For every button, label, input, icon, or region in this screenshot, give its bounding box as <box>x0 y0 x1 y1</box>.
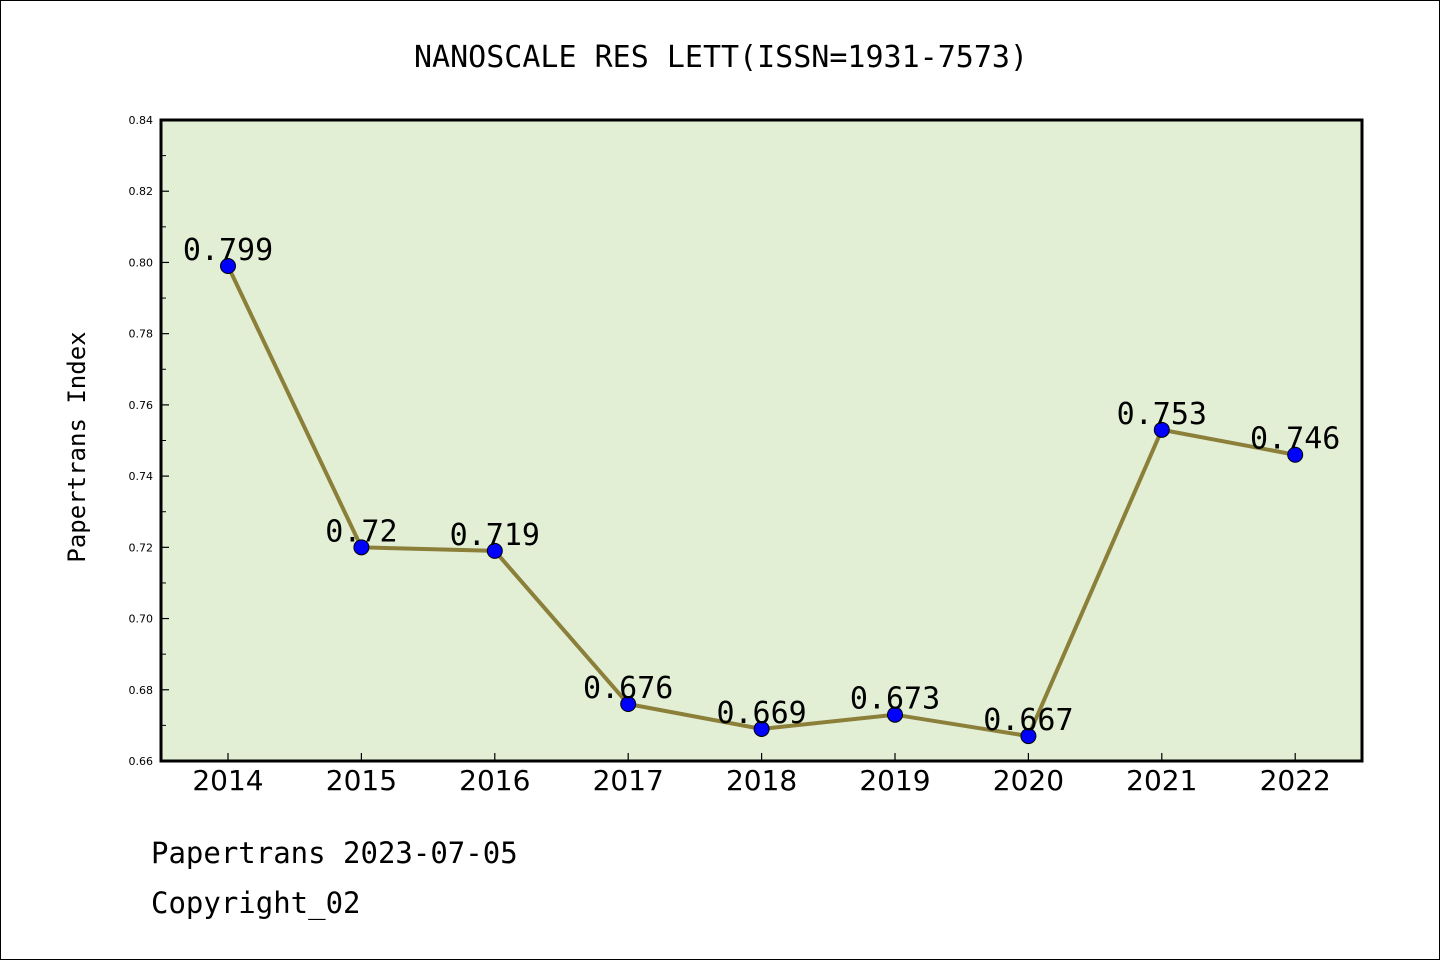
x-tick-label: 2016 <box>459 764 530 797</box>
y-axis-label: Papertrans Index <box>63 331 91 562</box>
y-tick-label: 0.68 <box>129 684 154 697</box>
x-tick-label: 2015 <box>326 764 397 797</box>
x-tick-label: 2019 <box>859 764 930 797</box>
data-label: 0.719 <box>450 518 540 553</box>
data-point <box>486 542 503 559</box>
x-tick-label: 2017 <box>593 764 664 797</box>
data-point <box>1287 446 1304 463</box>
data-label: 0.676 <box>583 671 673 706</box>
y-tick-label: 0.84 <box>129 114 154 127</box>
x-tick-label: 2022 <box>1260 764 1331 797</box>
y-tick-label: 0.66 <box>129 755 154 768</box>
data-label-layer: 0.799 0.72 0.719 0.676 0.669 0.673 0.667 0.753 0… <box>183 233 1341 738</box>
data-label: 0.72 <box>325 514 397 549</box>
data-label: 0.746 <box>1250 422 1340 457</box>
y-tick-label: 0.82 <box>129 185 154 198</box>
x-tick-label: 2020 <box>993 764 1064 797</box>
data-point <box>220 258 236 275</box>
plot-area <box>159 118 1364 763</box>
data-label: 0.799 <box>183 233 273 268</box>
data-label: 0.667 <box>983 703 1073 738</box>
y-tick-label: 0.76 <box>129 399 154 412</box>
y-tick-label: 0.74 <box>129 470 154 483</box>
data-point <box>887 706 903 723</box>
data-point <box>1153 421 1170 438</box>
y-tick-label: 0.72 <box>129 541 154 554</box>
x-tick-label: 2021 <box>1126 764 1197 797</box>
data-point <box>353 539 370 556</box>
y-tick-label: 0.78 <box>129 328 154 341</box>
data-label: 0.673 <box>850 682 940 717</box>
y-axis: 0.66 0.68 0.70 0.72 0.74 0.76 0.78 0.80 0.82 0.84 <box>129 114 169 768</box>
x-axis: 2014 2015 2016 2017 2018 2019 2020 2021 2022 <box>192 753 1331 797</box>
x-tick-label: 2018 <box>726 764 797 797</box>
data-point <box>1020 728 1037 745</box>
x-tick-label: 2014 <box>192 764 263 797</box>
footer-date: Papertrans 2023-07-05 <box>151 836 518 870</box>
chart-title: NANOSCALE RES LETT(ISSN=1931-7573) <box>414 40 1028 75</box>
data-point <box>620 696 637 713</box>
data-label: 0.669 <box>716 696 806 731</box>
data-label: 0.753 <box>1117 397 1207 432</box>
y-tick-label: 0.80 <box>129 256 154 269</box>
footer-copyright: Copyright_02 <box>151 886 361 920</box>
marker-layer <box>220 258 1304 745</box>
data-point <box>753 720 770 737</box>
y-tick-label: 0.70 <box>129 613 154 626</box>
